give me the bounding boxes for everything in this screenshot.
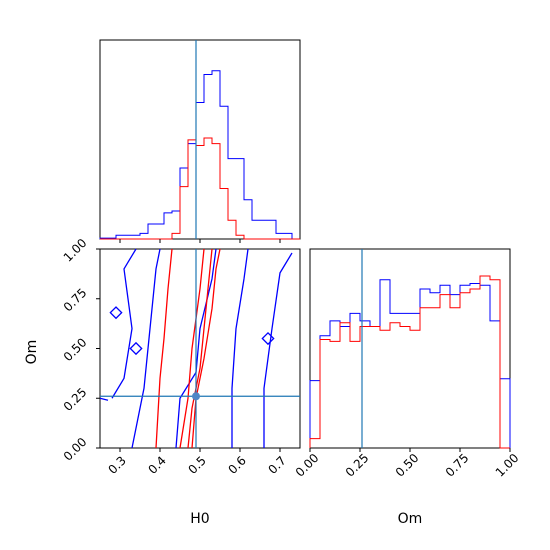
contour-truth-point xyxy=(192,392,200,401)
h0-marginal-histogram-panel xyxy=(99,39,301,243)
om-marginal-frame xyxy=(309,248,511,449)
contour-y-axis-label: Om xyxy=(24,340,40,365)
om-marginal-x-axis-label: Om xyxy=(398,511,423,527)
contour-y-tick-label: 0.25 xyxy=(61,385,90,414)
h0-om-contour-panel: 0.3 0.4 0.5 0.6 0.7 0.000.250.500.751.00 H0 … xyxy=(24,236,301,527)
contour-red-level-4 xyxy=(191,248,221,449)
contour-y-tick-label: 0.00 xyxy=(61,435,90,464)
contour-blue-level-6 xyxy=(99,397,109,401)
om-marginal-marks xyxy=(309,249,511,449)
contour-blue-level-4 xyxy=(231,248,249,448)
contour-blue-island-3 xyxy=(261,331,275,346)
om-x-tick-label: 0.25 xyxy=(343,451,372,480)
contour-blue-level-2 xyxy=(131,248,161,449)
contour-y-tick-label: 0.50 xyxy=(61,335,90,364)
contour-x-tick-label: 0.6 xyxy=(225,453,248,476)
contour-red-level-2 xyxy=(179,248,205,449)
contour-red-level-1 xyxy=(155,248,173,449)
contour-blue-level-3 xyxy=(175,248,217,449)
contour-x-axis-label: H0 xyxy=(190,511,209,527)
h0-om-contour-marks xyxy=(99,248,300,449)
h0-marginal-frame xyxy=(99,39,301,240)
contour-x-ticks: 0.3 0.4 0.5 0.6 0.7 xyxy=(105,448,289,477)
om-histogram-red-series xyxy=(309,275,510,449)
contour-x-tick-label: 0.3 xyxy=(105,453,128,476)
contour-blue-level-5 xyxy=(263,252,293,448)
om-x-tick-label: 1.00 xyxy=(493,451,522,480)
contour-red-level-3 xyxy=(187,248,213,449)
contour-y-tick-label: 1.00 xyxy=(61,236,90,265)
om-marginal-histogram-panel: 0.00 0.25 0.50 0.75 1.00 Om xyxy=(293,248,522,527)
h0-marginal-marks xyxy=(99,40,300,243)
contour-blue-island-2 xyxy=(129,341,143,356)
h0-histogram-red-series xyxy=(100,137,300,240)
om-x-tick-label: 0.50 xyxy=(393,451,422,480)
om-x-tick-label: 0.75 xyxy=(443,451,472,480)
contour-y-ticks: 0.00 0.25 0.50 0.75 1.00 xyxy=(61,236,100,464)
om-marginal-x-ticks: 0.00 0.25 0.50 0.75 1.00 xyxy=(293,448,522,480)
contour-y-tick-label: 0.75 xyxy=(61,286,90,315)
contour-blue-level-1 xyxy=(111,248,137,399)
contour-x-tick-label: 0.5 xyxy=(185,453,208,476)
om-x-tick-label: 0.00 xyxy=(293,451,322,480)
contour-x-tick-label: 0.7 xyxy=(265,453,288,476)
contour-blue-island-1 xyxy=(109,306,123,320)
contour-x-tick-label: 0.4 xyxy=(145,453,168,476)
